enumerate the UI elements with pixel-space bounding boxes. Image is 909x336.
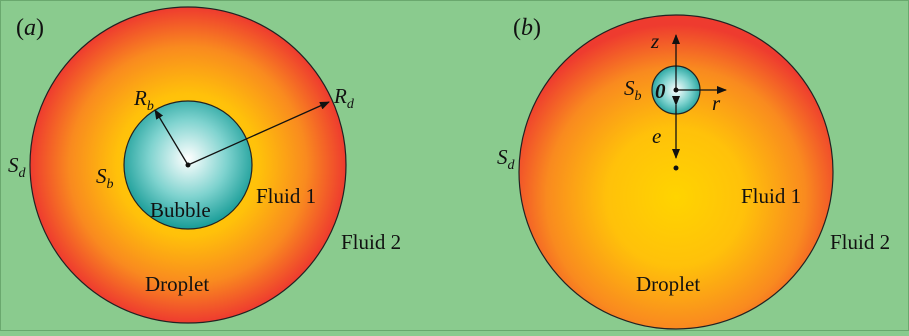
bubble-radius-arrow xyxy=(154,109,189,166)
eccentricity-label: e xyxy=(652,124,661,148)
origin-point xyxy=(673,87,679,93)
droplet-radius-label: Rd xyxy=(333,84,355,112)
droplet-surface-label-a: Sd xyxy=(8,153,27,181)
droplet-circle-b xyxy=(518,14,834,330)
fluid-1-label-b: Fluid 1 xyxy=(741,184,801,208)
r-axis-label: r xyxy=(712,91,721,115)
center-point-a xyxy=(185,162,191,168)
bubble-label: Bubble xyxy=(150,198,211,222)
origin-label: 0 xyxy=(655,79,666,103)
bubble-radius-label: Rb xyxy=(133,86,154,114)
droplet-label-a: Droplet xyxy=(145,272,209,296)
bubble-surface-label-b: Sb xyxy=(624,76,642,104)
panel-a: (a) Rb Rd Sd Sb Bubble Fluid 1 Fluid 2 D… xyxy=(8,6,401,324)
panel-b-label: (b) xyxy=(513,15,541,41)
z-axis-label: z xyxy=(650,29,659,53)
droplet-label-b: Droplet xyxy=(636,272,700,296)
panel-a-label: (a) xyxy=(16,15,44,41)
droplet-surface-label-b: Sd xyxy=(497,145,516,173)
fluid-1-label-a: Fluid 1 xyxy=(256,184,316,208)
fluid-2-label-b: Fluid 2 xyxy=(830,230,890,254)
fluid-2-label-a: Fluid 2 xyxy=(341,230,401,254)
panel-b: (b) z r 0 e Sb Sd Fluid 1 Fluid 2 Drople… xyxy=(497,14,890,330)
droplet-radius-arrow xyxy=(187,101,330,166)
bubble-surface-label-a: Sb xyxy=(96,164,114,192)
droplet-center-point-b xyxy=(673,165,679,171)
